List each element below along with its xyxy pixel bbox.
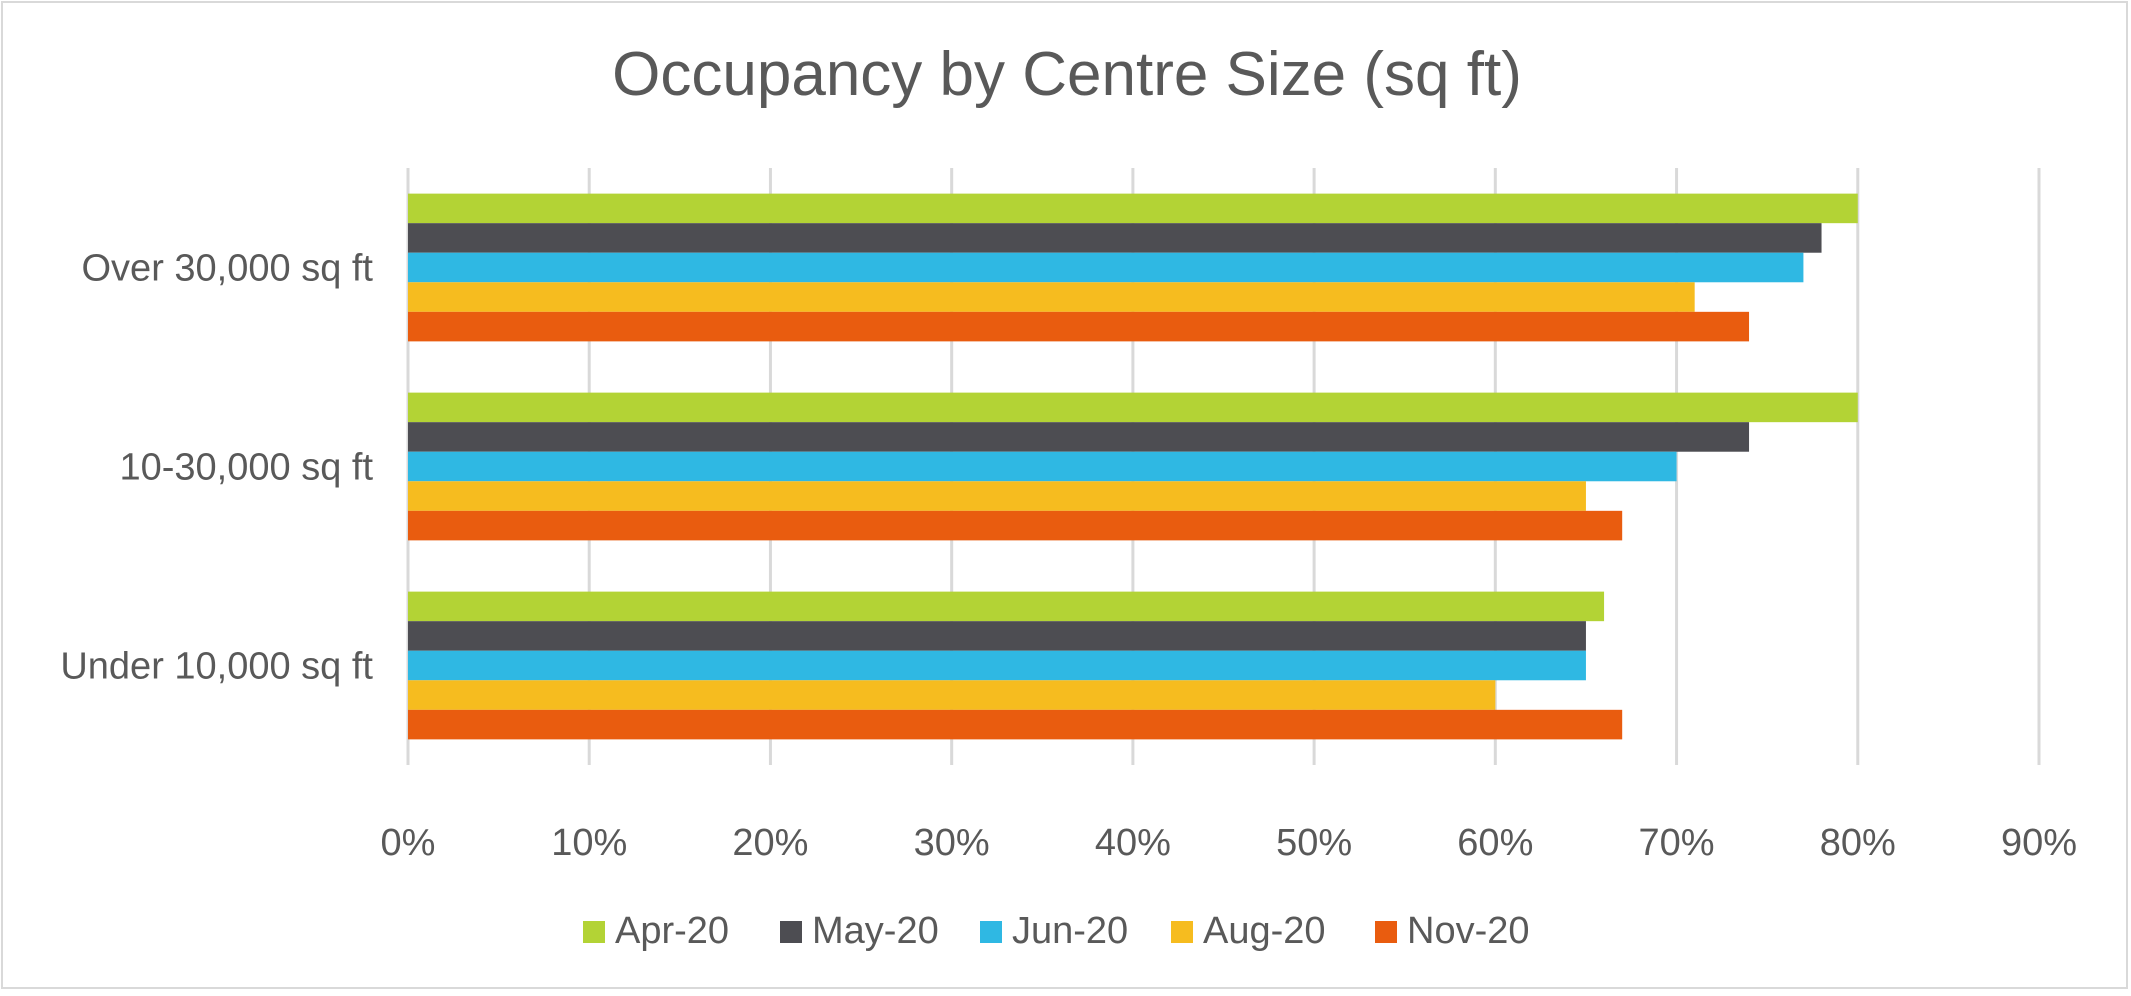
x-tick-label: 30% [914, 822, 990, 864]
y-category-label: 10-30,000 sq ft [119, 447, 373, 489]
bar-aug-20 [408, 282, 1695, 312]
x-tick-label: 40% [1095, 822, 1171, 864]
bars [408, 193, 1858, 740]
legend-swatch [1375, 921, 1397, 943]
legend-swatch [583, 921, 605, 943]
bar-may-20 [408, 422, 1750, 452]
y-category-label: Under 10,000 sq ft [60, 646, 373, 688]
bar-apr-20 [408, 392, 1858, 423]
bar-nov-20 [408, 510, 1623, 541]
legend-label: Apr-20 [615, 910, 729, 952]
bar-aug-20 [408, 481, 1586, 511]
bar-apr-20 [408, 591, 1605, 622]
x-tick-label: 60% [1457, 822, 1533, 864]
legend-label: May-20 [812, 910, 939, 952]
x-tick-label: 0% [381, 822, 436, 864]
chart-title: Occupancy by Centre Size (sq ft) [612, 40, 1522, 109]
legend-swatch [1171, 921, 1193, 943]
bar-may-20 [408, 621, 1586, 651]
chart: Occupancy by Centre Size (sq ft) Over 30… [60, 40, 2077, 952]
x-tick-label: 20% [732, 822, 808, 864]
legend-label: Jun-20 [1012, 910, 1128, 952]
bar-nov-20 [408, 311, 1750, 342]
x-axis: 0% 10% 20% 30% 40% 50% 60% 70% 80% 90% [381, 822, 2077, 864]
legend-label: Aug-20 [1203, 910, 1326, 952]
y-category-label: Over 30,000 sq ft [82, 248, 374, 290]
legend-swatch [780, 921, 802, 943]
y-axis: Over 30,000 sq ft 10-30,000 sq ft Under 10… [60, 248, 373, 688]
bar-aug-20 [408, 680, 1496, 710]
x-tick-label: 70% [1639, 822, 1715, 864]
x-tick-label: 90% [2001, 822, 2077, 864]
bar-nov-20 [408, 709, 1623, 740]
legend: Apr-20 May-20 Jun-20 Aug-20 Nov-20 [583, 910, 1530, 952]
x-tick-label: 80% [1820, 822, 1896, 864]
bar-apr-20 [408, 193, 1858, 224]
bar-jun-20 [408, 252, 1804, 283]
bar-jun-20 [408, 451, 1677, 482]
x-tick-label: 10% [551, 822, 627, 864]
x-tick-label: 50% [1276, 822, 1352, 864]
legend-swatch [980, 921, 1002, 943]
legend-label: Nov-20 [1407, 910, 1530, 952]
bar-jun-20 [408, 650, 1586, 681]
bar-may-20 [408, 223, 1822, 253]
